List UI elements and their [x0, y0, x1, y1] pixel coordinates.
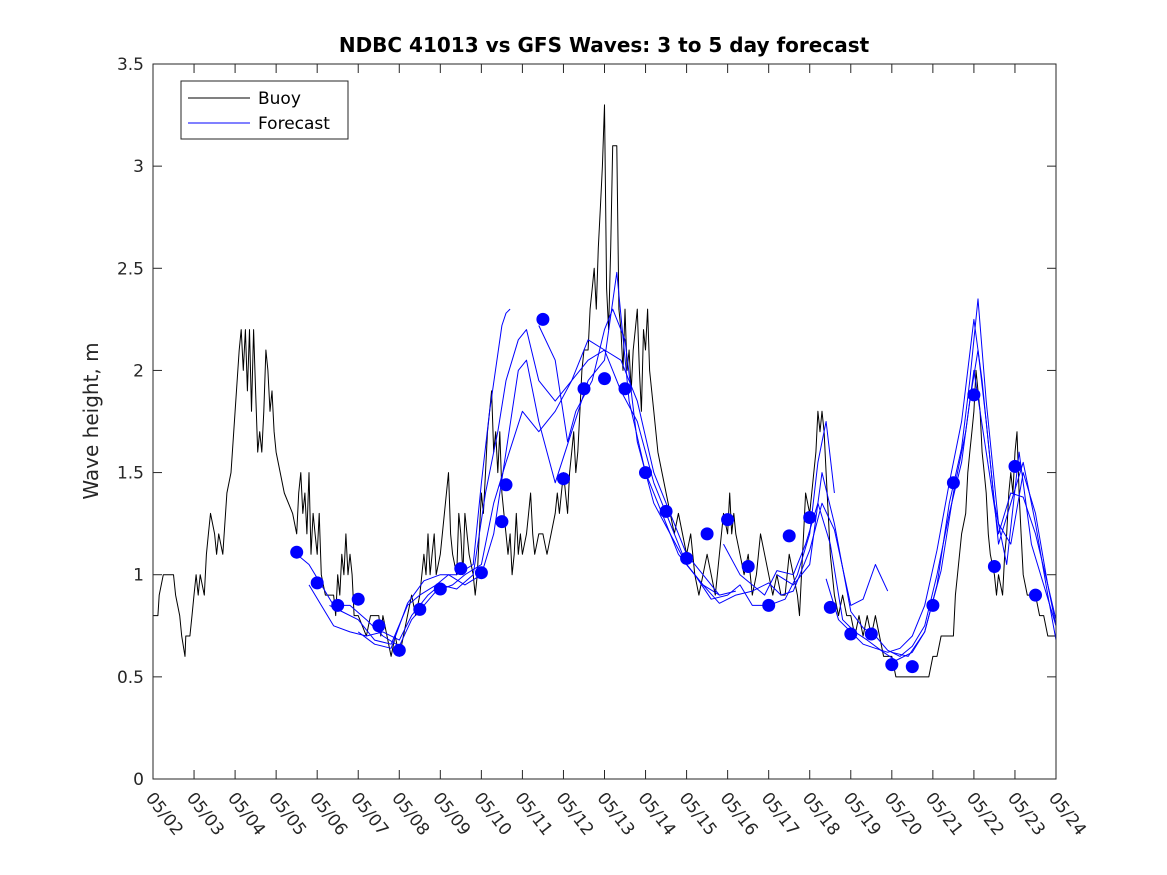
forecast-marker — [413, 602, 427, 616]
forecast-marker — [885, 658, 899, 672]
y-axis-ticks: 0 0.5 1 1.5 2 2.5 3 3.5 — [117, 55, 1056, 790]
forecast-marker — [905, 660, 919, 674]
chart-title: NDBC 41013 vs GFS Waves: 3 to 5 day fore… — [339, 33, 870, 57]
forecast-marker — [433, 582, 447, 596]
forecast-marker — [310, 576, 324, 590]
forecast-marker — [618, 382, 632, 396]
forecast-marker — [803, 511, 817, 524]
forecast-line — [357, 308, 511, 649]
forecast-marker — [967, 388, 981, 402]
forecast-marker — [598, 372, 611, 386]
forecast-marker — [680, 551, 694, 565]
y-tick-label: 0.5 — [117, 668, 144, 688]
y-tick-label: 3 — [133, 157, 144, 177]
forecast-marker — [536, 312, 550, 326]
forecast-marker — [639, 466, 652, 480]
y-tick-label: 1 — [133, 566, 144, 586]
forecast-marker — [1029, 588, 1042, 602]
forecast-marker — [946, 476, 960, 490]
forecast-marker — [741, 560, 755, 573]
forecast-marker — [474, 566, 488, 580]
marker-layer — [290, 312, 1042, 674]
forecast-line — [723, 298, 1057, 661]
series-layer — [153, 104, 1057, 678]
forecast-marker — [372, 619, 386, 633]
legend-forecast-label: Forecast — [258, 114, 330, 134]
forecast-marker — [499, 478, 513, 492]
forecast-marker — [782, 529, 796, 543]
y-tick-label: 2.5 — [117, 259, 144, 279]
plot-area — [153, 104, 1057, 678]
forecast-marker — [557, 472, 570, 486]
forecast-marker — [762, 598, 776, 612]
forecast-marker — [987, 560, 1001, 573]
y-tick-label: 3.5 — [117, 55, 144, 75]
forecast-line — [308, 329, 736, 641]
forecast-marker — [823, 600, 837, 614]
forecast-marker — [844, 627, 858, 641]
forecast-line — [891, 369, 1057, 657]
y-axis-label: Wave height, m — [79, 342, 103, 499]
forecast-marker — [1008, 459, 1022, 473]
forecast-marker — [700, 527, 714, 541]
forecast-marker — [721, 513, 735, 527]
y-tick-label: 0 — [133, 770, 144, 790]
forecast-marker — [659, 504, 673, 518]
forecast-line — [538, 308, 889, 606]
forecast-marker — [577, 382, 591, 396]
forecast-marker — [351, 592, 365, 606]
forecast-marker — [926, 598, 940, 612]
buoy-line — [153, 104, 1056, 678]
y-tick-label: 1.5 — [117, 464, 144, 484]
legend-buoy-label: Buoy — [258, 89, 301, 109]
forecast-marker — [864, 627, 878, 641]
forecast-marker — [495, 515, 509, 529]
legend: Buoy Forecast — [180, 80, 349, 140]
forecast-marker — [454, 562, 468, 576]
forecast-marker — [392, 643, 406, 657]
forecast-marker — [331, 598, 345, 612]
y-tick-label: 2 — [133, 361, 144, 381]
forecast-marker — [290, 545, 304, 559]
forecast-line — [296, 349, 720, 647]
legend-box — [180, 80, 349, 140]
